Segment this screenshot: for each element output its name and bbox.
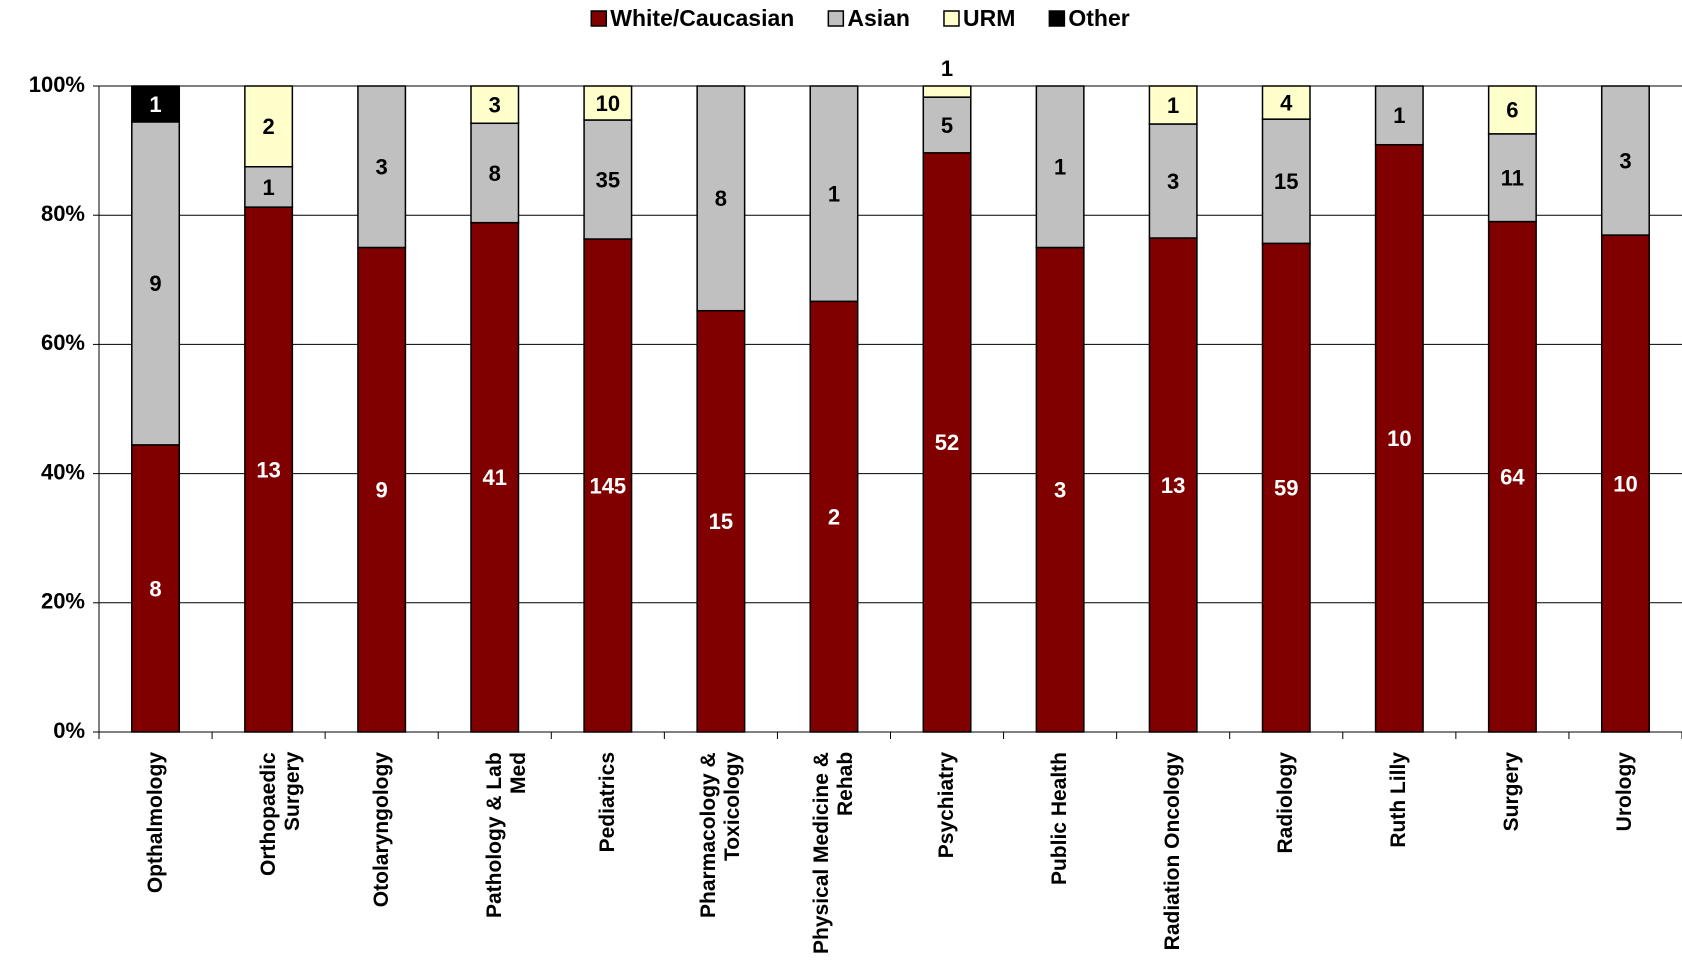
data-label: 1 bbox=[149, 92, 161, 117]
x-tick-label: Urology bbox=[1613, 752, 1637, 832]
bar-segment bbox=[1261, 85, 1311, 120]
bar-segment bbox=[1261, 118, 1311, 245]
x-tick-label: Radiation Oncology bbox=[1161, 752, 1185, 951]
x-tick-label: Opthalmology bbox=[143, 752, 167, 894]
data-label: 1 bbox=[1167, 93, 1179, 118]
bar-segment bbox=[1374, 143, 1424, 733]
bar-segment bbox=[470, 85, 520, 125]
bar-segment bbox=[1487, 133, 1537, 223]
bar-segment bbox=[696, 85, 746, 312]
bar-segment bbox=[1261, 242, 1311, 733]
data-label: 10 bbox=[1613, 471, 1637, 496]
bar-segment bbox=[1600, 85, 1650, 236]
bar-segment bbox=[583, 85, 633, 121]
data-label: 41 bbox=[483, 465, 507, 490]
y-tick-label: 60% bbox=[41, 330, 85, 355]
data-label: 3 bbox=[1619, 148, 1631, 173]
bar-segment bbox=[131, 121, 181, 446]
bar-segment bbox=[131, 444, 181, 733]
data-label: 15 bbox=[709, 509, 733, 534]
bar-segment bbox=[357, 85, 407, 249]
legend-label: URM bbox=[963, 5, 1015, 31]
data-label: 3 bbox=[1167, 169, 1179, 194]
bar-segment bbox=[357, 246, 407, 733]
y-tick-label: 80% bbox=[41, 201, 85, 226]
y-tick-label: 40% bbox=[41, 459, 85, 484]
data-label: 11 bbox=[1501, 166, 1524, 191]
data-label: 3 bbox=[376, 155, 388, 180]
data-label: 10 bbox=[596, 91, 620, 116]
bar-segment bbox=[1148, 237, 1198, 733]
bar-segment bbox=[1035, 85, 1085, 249]
x-tick-label: Pediatrics bbox=[595, 752, 619, 853]
x-tick-label: Radiology bbox=[1274, 752, 1298, 854]
data-label: 2 bbox=[828, 504, 840, 529]
bar-segment bbox=[1374, 85, 1424, 146]
data-label: 1 bbox=[828, 181, 840, 206]
data-label: 59 bbox=[1274, 475, 1298, 500]
bar-segment bbox=[1035, 246, 1085, 733]
data-label: 10 bbox=[1387, 426, 1411, 451]
bar-segment bbox=[922, 85, 972, 98]
bar-segment bbox=[1148, 123, 1198, 239]
x-tick-label: Orthopaedic Surgery bbox=[256, 752, 304, 876]
data-label: 145 bbox=[589, 473, 626, 498]
bar-segment bbox=[583, 119, 633, 240]
y-tick-label: 100% bbox=[29, 72, 85, 97]
x-tick-label: Otolaryngology bbox=[369, 752, 393, 908]
bar-segment bbox=[1148, 85, 1198, 125]
bar-segment bbox=[922, 152, 972, 733]
x-tick-label: Pharmacology & Toxicology bbox=[696, 752, 744, 918]
data-label: 6 bbox=[1506, 98, 1518, 123]
data-label: 13 bbox=[256, 457, 280, 482]
bar-segment bbox=[244, 206, 294, 733]
x-tick-label: Physical Medicine & Rehab bbox=[809, 752, 857, 954]
data-label: 2 bbox=[262, 114, 274, 139]
data-label: 9 bbox=[376, 478, 388, 503]
data-label: 13 bbox=[1161, 473, 1185, 498]
bar-segment bbox=[470, 122, 520, 224]
y-tick-label: 0% bbox=[53, 718, 85, 743]
y-tick-label: 20% bbox=[41, 589, 85, 614]
data-label: 15 bbox=[1274, 169, 1298, 194]
data-label: 8 bbox=[715, 186, 727, 211]
bar-segment bbox=[131, 85, 181, 123]
bar-segment bbox=[809, 300, 859, 733]
data-label: 8 bbox=[489, 161, 501, 186]
legend-swatch bbox=[1048, 10, 1066, 27]
x-tick-label: Pathology & Lab Med bbox=[482, 752, 530, 918]
x-tick-label: Surgery bbox=[1500, 752, 1524, 832]
legend-label: Other bbox=[1068, 5, 1129, 31]
bar-segment bbox=[1487, 85, 1537, 135]
bar-segment bbox=[244, 166, 294, 208]
data-label: 64 bbox=[1500, 465, 1525, 490]
data-label: 3 bbox=[1054, 478, 1066, 503]
bar-segment bbox=[809, 85, 859, 303]
bar-segment bbox=[583, 238, 633, 733]
data-label: 52 bbox=[935, 430, 959, 455]
data-label: 1 bbox=[262, 175, 274, 200]
data-label: 1 bbox=[1393, 103, 1405, 128]
legend-swatch bbox=[590, 10, 608, 27]
x-tick-label: Psychiatry bbox=[935, 752, 959, 859]
legend-label: White/Caucasian bbox=[610, 5, 794, 31]
data-label: 1 bbox=[1054, 155, 1066, 180]
x-tick-label: Ruth Lilly bbox=[1387, 752, 1411, 848]
data-label: 3 bbox=[489, 92, 501, 117]
data-label: 1 bbox=[941, 56, 953, 81]
legend-swatch bbox=[827, 10, 845, 27]
data-label: 8 bbox=[149, 576, 161, 601]
bar-segment bbox=[470, 221, 520, 733]
data-label: 5 bbox=[941, 113, 953, 138]
bar-segment bbox=[244, 85, 294, 168]
data-label: 4 bbox=[1280, 90, 1293, 115]
legend-swatch bbox=[943, 10, 960, 27]
legend-label: Asian bbox=[847, 5, 910, 31]
data-label: 35 bbox=[596, 167, 620, 192]
x-tick-label: Public Health bbox=[1048, 752, 1072, 886]
data-label: 9 bbox=[149, 271, 161, 296]
